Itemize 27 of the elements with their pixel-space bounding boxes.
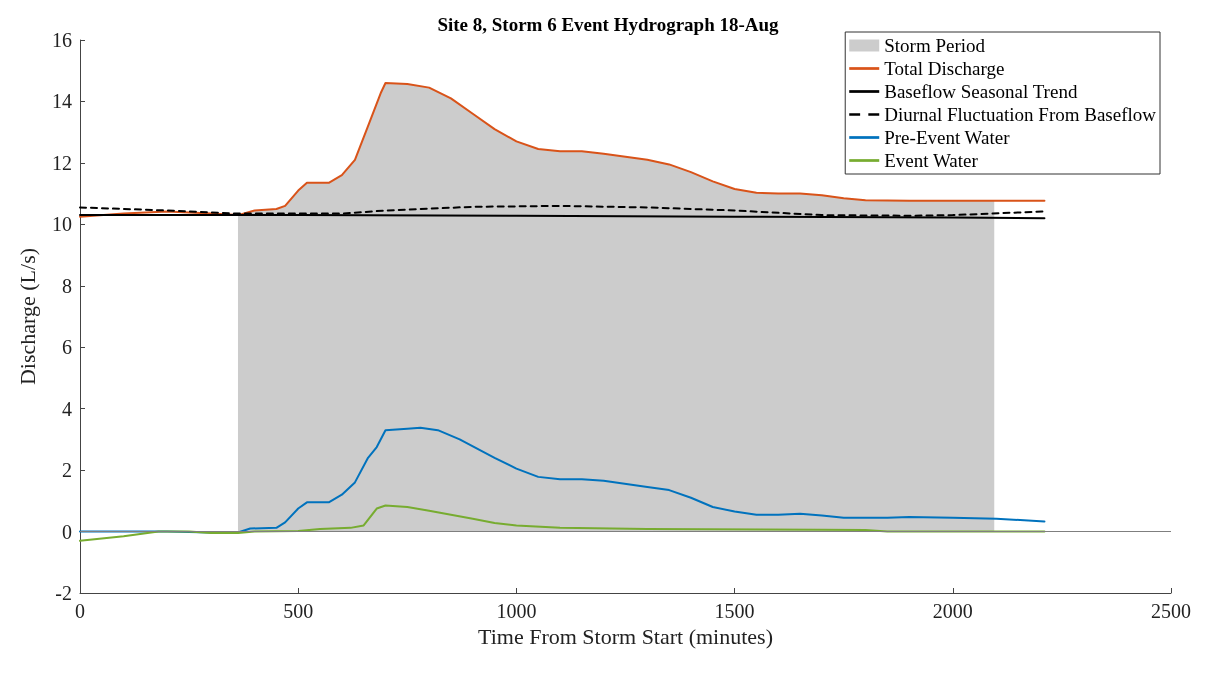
x-tick-label: 2500 [1151, 600, 1191, 622]
legend-label: Storm Period [884, 35, 986, 56]
y-tick-label: 14 [52, 90, 72, 113]
x-tick-label: 500 [283, 600, 314, 622]
legend-label: Total Discharge [884, 58, 1005, 79]
y-tick-label: 16 [52, 29, 72, 51]
line-series [79, 426, 1046, 534]
y-axis-title: Discharge (L/s) [14, 247, 40, 386]
y-tick-label: 12 [52, 151, 72, 174]
legend-label: Pre-Event Water [884, 127, 1011, 148]
y-tick-label: 8 [62, 274, 72, 297]
legend-label: Diurnal Fluctuation From Baseflow [884, 104, 1157, 125]
legend-label: Event Water [884, 150, 979, 171]
y-tick-label: 4 [62, 397, 72, 420]
x-tick-label: 1500 [714, 600, 755, 622]
x-tick-label: 2000 [932, 600, 973, 622]
chart-title: Site 8, Storm 6 Event Hydrograph 18-Aug [437, 14, 780, 35]
y-tick-label: 2 [62, 459, 72, 482]
x-tick-label: 1000 [496, 600, 537, 622]
legend-label: Baseflow Seasonal Trend [884, 81, 1078, 102]
y-tick-label: -2 [55, 582, 72, 604]
x-axis-title: Time From Storm Start (minutes) [478, 624, 773, 650]
y-tick-label: 6 [62, 336, 72, 359]
line-series [79, 504, 1046, 542]
y-tick-label: 10 [52, 213, 72, 236]
line-series [79, 204, 1046, 217]
y-tick-label: 0 [62, 520, 72, 543]
